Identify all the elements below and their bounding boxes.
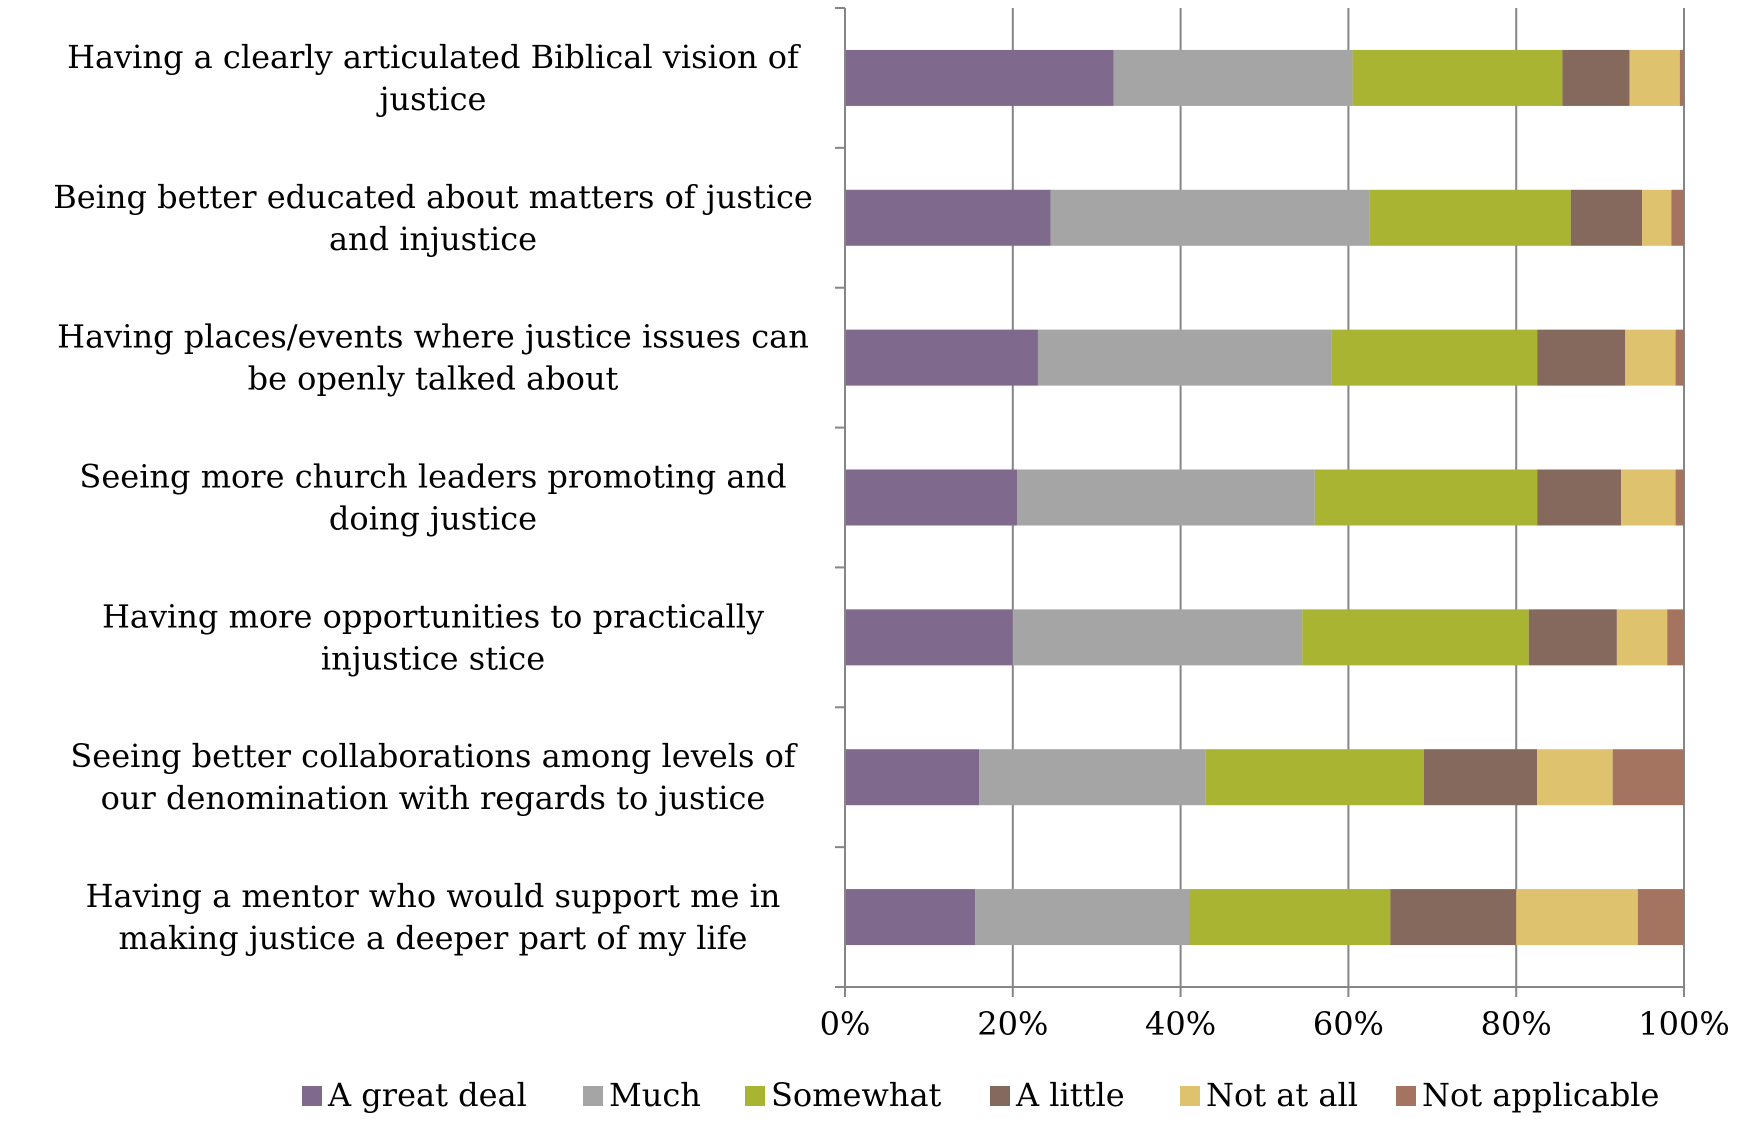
category-label: making justice a deeper part of my life <box>119 919 748 957</box>
legend-label: A little <box>1015 1076 1125 1114</box>
bar-segment <box>1016 469 1315 526</box>
bar-segment <box>845 469 1017 526</box>
bar-segment <box>1675 329 1684 386</box>
bar-segment <box>1612 749 1684 806</box>
bar-segment <box>1562 49 1630 106</box>
bar-segment <box>1012 609 1303 666</box>
legend-swatch <box>1396 1086 1416 1106</box>
axes <box>835 7 1685 997</box>
legend-label: Not at all <box>1206 1076 1358 1114</box>
bar-segment <box>975 889 1189 946</box>
bar-segment <box>1625 329 1676 386</box>
category-label: Seeing more church leaders promoting and <box>79 458 786 496</box>
legend-label: A great deal <box>327 1076 527 1114</box>
bar-segment <box>1314 469 1538 526</box>
bar-segment <box>1629 49 1680 106</box>
category-label: Having more opportunities to practically <box>102 597 764 635</box>
bar-segment <box>845 749 980 806</box>
bar-segment <box>1637 889 1684 946</box>
x-tick-label: 100% <box>1638 1005 1729 1043</box>
bar-segment <box>1675 469 1684 526</box>
category-label: justice <box>376 80 487 118</box>
x-tick-label: 0% <box>820 1005 871 1043</box>
category-label: be openly talked about <box>248 360 619 398</box>
bar-segment <box>1390 889 1517 946</box>
category-label: Being better educated about matters of j… <box>53 178 813 216</box>
bar-segment <box>1188 889 1391 946</box>
category-label: doing justice <box>329 500 537 538</box>
legend-label: Much <box>609 1076 701 1114</box>
category-label: Having a clearly articulated Biblical vi… <box>67 38 801 76</box>
bar-segment <box>1528 609 1617 666</box>
bar-segment <box>845 49 1114 106</box>
bar-segment <box>979 749 1206 806</box>
category-label: Having a mentor who would support me in <box>86 877 781 915</box>
bar-segment <box>1113 49 1353 106</box>
bar-segment <box>1537 329 1626 386</box>
bar-segment <box>1671 189 1684 246</box>
category-label: and injustice <box>329 220 537 258</box>
bar-segment <box>1667 609 1684 666</box>
category-label: injustice stice <box>321 639 545 677</box>
bar-segment <box>1537 749 1613 806</box>
bar-segment <box>845 329 1038 386</box>
bar-segment <box>1050 189 1370 246</box>
bar-segment <box>1331 329 1538 386</box>
x-tick-labels: 0% 20% 40% 60% 80% 100% <box>820 1005 1730 1043</box>
bar-segment <box>1302 609 1529 666</box>
x-tick-label: 80% <box>1481 1005 1552 1043</box>
x-tick-label: 20% <box>977 1005 1048 1043</box>
bar-segment <box>1621 469 1676 526</box>
bar-segment <box>1642 189 1672 246</box>
bar-segment <box>845 189 1051 246</box>
bar-segment <box>1516 889 1638 946</box>
x-tick-label: 40% <box>1145 1005 1216 1043</box>
bar-segment <box>1205 749 1424 806</box>
bar-segment <box>1037 329 1332 386</box>
category-label: Seeing better collaborations among level… <box>70 737 798 775</box>
bar-segment <box>1616 609 1668 666</box>
bar-segment <box>845 609 1013 666</box>
legend-swatch <box>583 1086 603 1106</box>
legend-swatch <box>745 1086 765 1106</box>
legend-label: Not applicable <box>1422 1076 1659 1114</box>
legend-label: Somewhat <box>771 1076 942 1114</box>
bars <box>845 49 1684 946</box>
bar-segment <box>1369 189 1571 246</box>
category-labels: Having a clearly articulated Biblical vi… <box>53 38 813 957</box>
legend: A great deal Much Somewhat A little Not at a… <box>302 1076 1659 1114</box>
bar-segment <box>845 889 976 946</box>
category-label: Having places/events where justice issue… <box>57 318 809 356</box>
bar-segment <box>1423 749 1538 806</box>
bar-segment <box>1537 469 1622 526</box>
bar-segment <box>1679 49 1684 106</box>
legend-swatch <box>302 1086 322 1106</box>
category-label: our denomination with regards to justice <box>101 779 766 817</box>
x-tick-label: 60% <box>1313 1005 1384 1043</box>
legend-swatch <box>1180 1086 1200 1106</box>
bar-segment <box>1352 49 1563 106</box>
legend-swatch <box>990 1086 1010 1106</box>
bar-segment <box>1570 189 1643 246</box>
